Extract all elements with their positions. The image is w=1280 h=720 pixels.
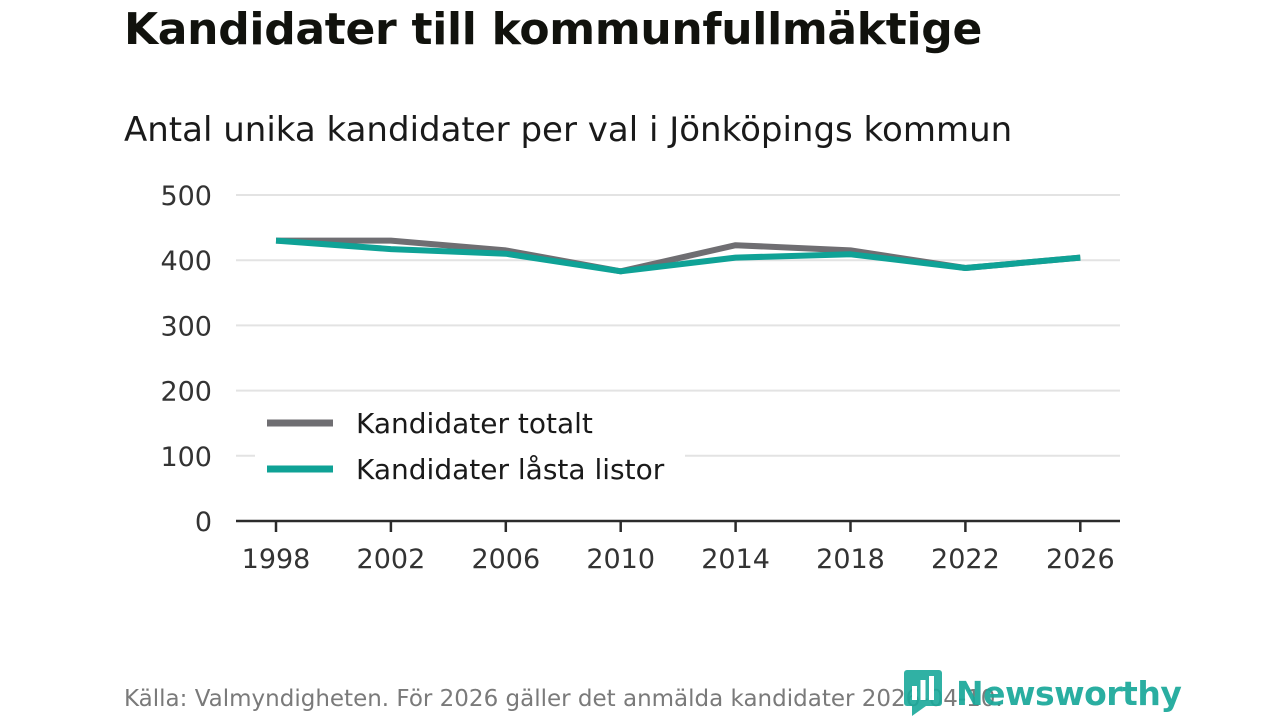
legend: Kandidater totalt Kandidater låsta listor — [255, 400, 685, 496]
y-tick-label: 200 — [160, 377, 212, 408]
series-lines — [275, 237, 1081, 275]
x-tick-label: 1998 — [242, 544, 311, 575]
x-tick-label: 2002 — [357, 544, 426, 575]
brand-name: Newsworthy — [956, 673, 1182, 713]
x-tick-label: 2026 — [1046, 544, 1115, 575]
brand: Newsworthy — [904, 670, 1182, 716]
y-tick-label: 0 — [195, 507, 212, 538]
x-tick-label: 2010 — [586, 544, 655, 575]
legend-background — [255, 400, 685, 496]
series-line-2 — [275, 237, 1081, 275]
x-tick-label: 2018 — [816, 544, 885, 575]
legend-label: Kandidater totalt — [356, 407, 593, 440]
y-tick-label: 500 — [160, 181, 212, 212]
x-tick-label: 2022 — [931, 544, 1000, 575]
y-tick-label: 400 — [160, 246, 212, 277]
y-tick-label: 300 — [160, 311, 212, 342]
newsworthy-logo-icon — [904, 670, 942, 716]
legend-label: Kandidater låsta listor — [356, 453, 665, 486]
chart-title: Kandidater till kommunfullmäktige — [124, 4, 983, 55]
x-tick-label: 2014 — [701, 544, 770, 575]
source-note: Källa: Valmyndigheten. För 2026 gäller d… — [124, 686, 1003, 712]
y-tick-label: 100 — [160, 442, 212, 473]
x-axis-ticks: 1998 2002 2006 2010 2014 2018 2022 2026 — [242, 521, 1115, 575]
y-axis-ticks: 0 100 200 300 400 500 — [160, 181, 212, 538]
chart-subtitle: Antal unika kandidater per val i Jönköpi… — [124, 110, 1013, 150]
x-tick-label: 2006 — [471, 544, 540, 575]
